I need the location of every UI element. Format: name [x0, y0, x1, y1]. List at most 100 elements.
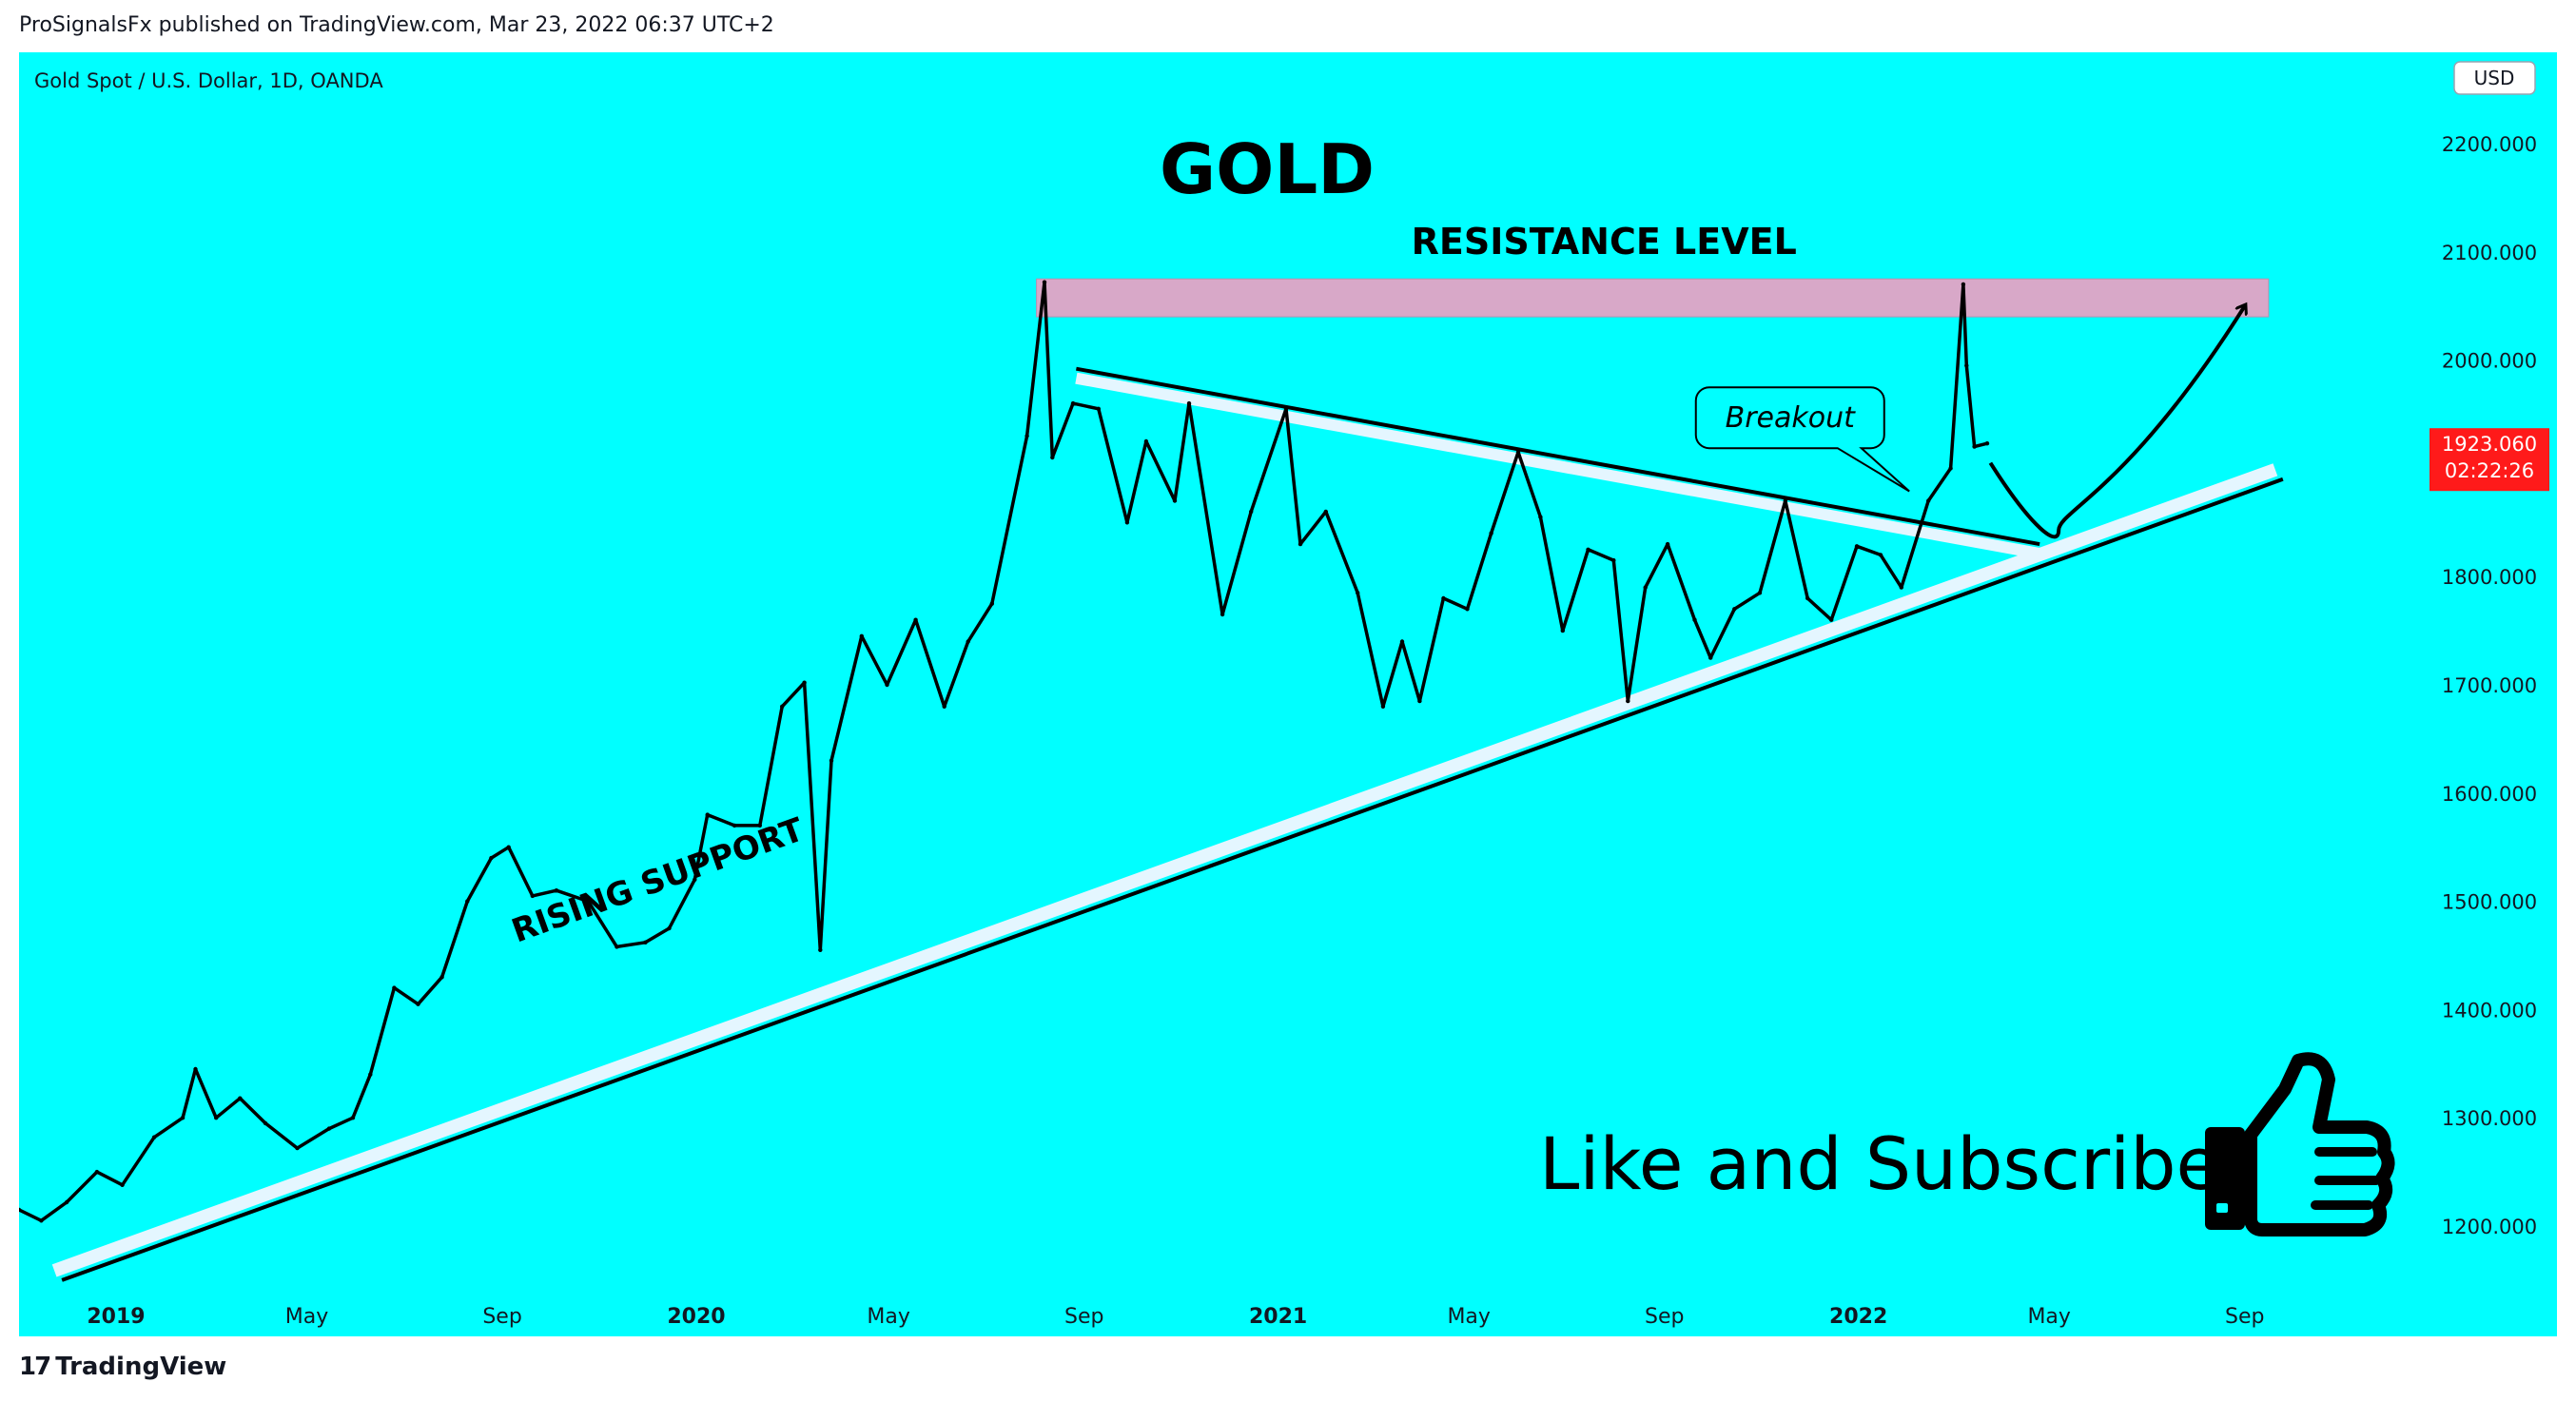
price-point — [1070, 400, 1076, 406]
tradingview-brand-label: TradingView — [55, 1353, 227, 1381]
price-line — [19, 280, 1988, 1223]
price-point — [1441, 595, 1446, 601]
price-series — [19, 280, 1990, 1223]
price-point — [1465, 607, 1470, 612]
y-tick-label: 2000.000 — [2442, 350, 2537, 373]
support-highlight — [51, 463, 2278, 1277]
falling-trendline — [1076, 366, 2040, 547]
price-point — [1283, 406, 1289, 411]
x-tick-label: 2019 — [87, 1305, 145, 1329]
price-point — [1899, 585, 1904, 590]
price-point — [1643, 585, 1648, 590]
price-point — [732, 823, 737, 828]
price-point — [802, 680, 807, 685]
price-point — [214, 1116, 219, 1120]
price-point — [705, 812, 710, 817]
overlay-layer: Breakout — [1694, 306, 2245, 539]
projection-arrow — [1988, 306, 2244, 539]
price-point — [1878, 553, 1883, 557]
y-tick-label: 1600.000 — [2442, 783, 2537, 806]
price-point — [439, 975, 444, 980]
price-point — [1356, 591, 1360, 595]
price-point — [238, 1096, 243, 1100]
price-point — [465, 899, 470, 904]
x-tick-label: May — [285, 1305, 328, 1329]
price-point — [1757, 591, 1763, 595]
price-point — [1380, 704, 1386, 709]
price-point — [829, 758, 834, 763]
price-point — [1124, 520, 1130, 525]
price-point — [1626, 698, 1630, 704]
price-point — [1984, 441, 1990, 446]
price-point — [1611, 557, 1616, 563]
resistance-label: RESISTANCE LEVEL — [1412, 221, 1797, 263]
price-point — [643, 940, 648, 944]
x-tick-label: 2020 — [667, 1305, 725, 1329]
price-point — [554, 888, 559, 893]
x-tick-label: Sep — [2225, 1305, 2264, 1329]
price-point — [120, 1182, 125, 1188]
price-point — [506, 845, 511, 849]
breakout-label: Breakout — [1726, 401, 1856, 435]
y-tick-label: 1700.000 — [2442, 674, 2537, 697]
price-point — [392, 985, 397, 990]
price-point — [1298, 541, 1303, 547]
price-point — [64, 1199, 69, 1205]
x-tick-label: Sep — [1645, 1305, 1684, 1329]
price-point — [489, 855, 494, 861]
last-price-tag: 1923.060 02:22:26 — [2430, 428, 2549, 492]
breakout-callout — [1694, 386, 1910, 493]
x-tick-label: 2021 — [1249, 1305, 1307, 1329]
bar-countdown: 02:22:26 — [2445, 459, 2534, 482]
last-price-value: 1923.060 — [2442, 433, 2537, 456]
price-point — [263, 1120, 268, 1126]
price-point — [1783, 498, 1788, 503]
thumbs-up-icon — [2205, 1052, 2395, 1236]
price-point — [966, 639, 970, 644]
price-point — [1050, 455, 1055, 460]
price-point — [1042, 280, 1047, 284]
price-point — [913, 617, 918, 622]
price-point — [859, 633, 864, 638]
price-point — [1025, 434, 1029, 438]
price-point — [1417, 698, 1422, 704]
price-point — [151, 1135, 157, 1139]
price-point — [818, 947, 823, 952]
publisher-line: ProSignalsFx published on TradingView.co… — [19, 13, 774, 37]
price-point — [780, 704, 785, 709]
x-tick-label: May — [2027, 1305, 2070, 1329]
tradingview-brand[interactable]: 17 TradingView — [19, 1353, 226, 1381]
price-point — [1143, 438, 1149, 444]
price-point — [1961, 282, 1966, 287]
price-point — [1926, 498, 1931, 503]
price-point — [1972, 444, 1977, 449]
price-point — [1805, 595, 1810, 601]
price-point — [1854, 544, 1860, 549]
price-point — [1538, 515, 1543, 519]
price-point — [1172, 498, 1178, 503]
tradingview-logo-icon: 17 — [19, 1353, 51, 1381]
currency-button[interactable]: USD — [2453, 61, 2536, 95]
price-point — [193, 1066, 198, 1072]
price-point — [1732, 607, 1737, 612]
x-tick-label: Sep — [482, 1305, 521, 1329]
price-point — [326, 1126, 332, 1131]
y-tick-label: 1800.000 — [2442, 566, 2537, 589]
price-point — [180, 1116, 185, 1120]
y-tick-label: 2200.000 — [2442, 133, 2537, 156]
time-axis[interactable]: 2019 May Sep 2020 May Sep 2021 May Sep 2022 May Sep — [87, 1305, 2264, 1329]
gold-chart[interactable]: Gold Spot / U.S. Dollar, 1D, OANDA USD G… — [19, 52, 2557, 1336]
price-point — [586, 899, 591, 904]
price-point — [530, 893, 535, 899]
price-point — [1249, 509, 1254, 515]
price-point — [667, 925, 672, 931]
y-tick-label: 1200.000 — [2442, 1216, 2537, 1238]
price-point — [295, 1145, 300, 1151]
chart-title: GOLD — [1160, 129, 1375, 209]
x-tick-label: May — [1447, 1305, 1490, 1329]
chart-area[interactable]: Gold Spot / U.S. Dollar, 1D, OANDA USD G… — [19, 52, 2557, 1336]
price-point — [1708, 655, 1713, 660]
price-point — [989, 601, 994, 606]
price-point — [1665, 541, 1670, 547]
y-tick-label: 1400.000 — [2442, 999, 2537, 1022]
